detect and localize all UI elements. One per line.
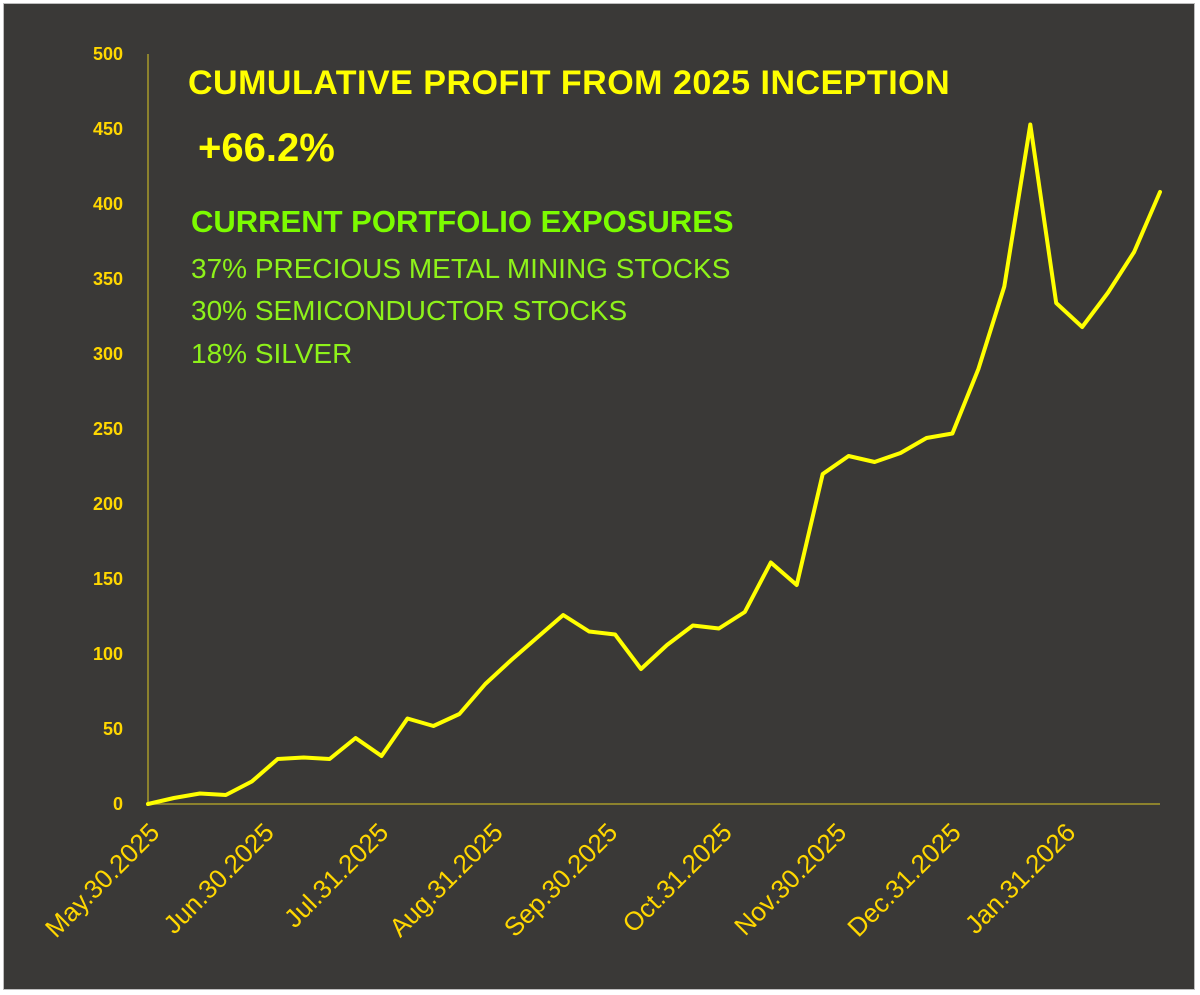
x-tick-label: Dec.31.2025 [841,817,966,942]
exposure-item: 37% PRECIOUS METAL MINING STOCKS [191,253,731,284]
x-tick-label: Nov.30.2025 [728,817,852,941]
x-tick-label: Sep.30.2025 [498,817,623,942]
exposure-heading: CURRENT PORTFOLIO EXPOSURES [191,204,734,239]
chart-svg: 0 50 100 150 200 250 300 350 400 450 500 May.30.20… [39,44,1162,943]
exposure-item: 18% SILVER [191,338,353,369]
x-tick-label: Jul.31.2025 [278,817,394,933]
chart-frame: 0 50 100 150 200 250 300 350 400 450 500 May.30.20… [3,3,1195,990]
series-group [146,122,1162,806]
x-tick-label: Jan.31.2026 [959,817,1081,939]
y-tick-label: 200 [93,494,123,514]
y-tick-label: 400 [93,194,123,214]
x-tick-label: May.30.2025 [39,817,165,943]
y-tick-label: 100 [93,644,123,664]
series-line [146,122,1162,806]
y-tick-label: 0 [113,794,123,814]
y-axis: 0 50 100 150 200 250 300 350 400 450 500 [93,44,149,814]
x-tick-label: Aug.31.2025 [383,817,508,942]
y-tick-label: 150 [93,569,123,589]
y-tick-label: 450 [93,119,123,139]
chart-title: CUMULATIVE PROFIT FROM 2025 INCEPTION [188,64,951,102]
headline-value: +66.2% [198,126,335,170]
exposure-item: 30% SEMICONDUCTOR STOCKS [191,295,628,326]
x-axis: May.30.2025Jun.30.2025Jul.31.2025Aug.31.… [39,803,1160,943]
y-tick-label: 350 [93,269,123,289]
y-tick-label: 50 [103,719,123,739]
y-tick-label: 300 [93,344,123,364]
y-tick-label: 500 [93,44,123,64]
x-tick-label: Oct.31.2025 [616,817,737,938]
x-tick-label: Jun.30.2025 [157,817,279,939]
y-tick-label: 250 [93,419,123,439]
